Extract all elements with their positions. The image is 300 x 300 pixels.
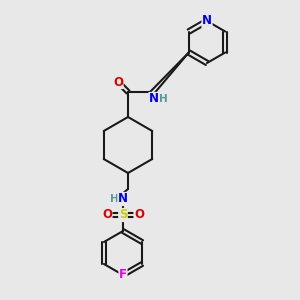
Text: H: H: [159, 94, 167, 104]
Text: H: H: [110, 194, 118, 204]
Text: F: F: [119, 268, 127, 281]
Text: N: N: [118, 193, 128, 206]
Text: O: O: [113, 76, 123, 88]
Text: O: O: [134, 208, 144, 221]
Text: O: O: [102, 208, 112, 221]
Text: S: S: [119, 208, 127, 221]
Text: N: N: [202, 14, 212, 28]
Text: N: N: [149, 92, 159, 106]
